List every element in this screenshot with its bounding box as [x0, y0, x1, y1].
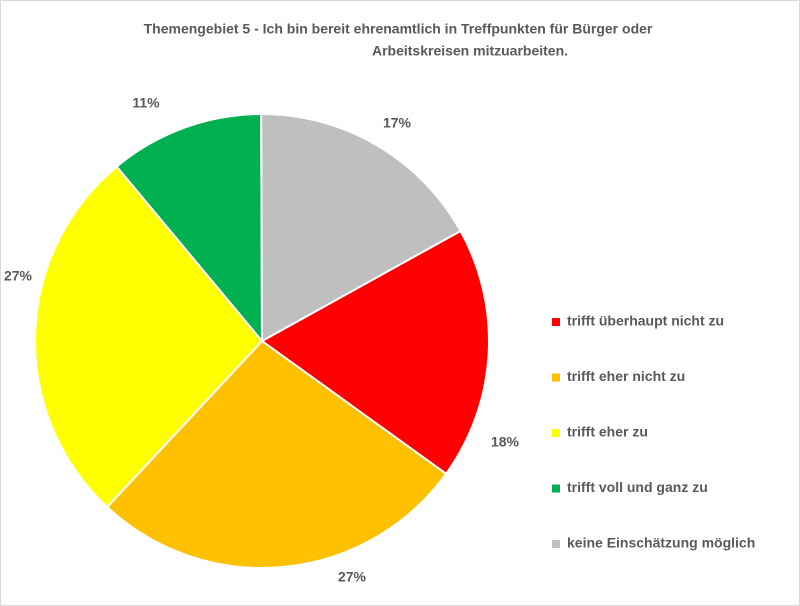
pie-slice: [115, 112, 264, 344]
pie-slice: [34, 165, 264, 509]
pie-slice: [105, 339, 448, 569]
legend-swatch: [552, 373, 560, 382]
data-label: 27%: [4, 268, 33, 284]
legend-swatch: [552, 429, 560, 437]
data-label: 27%: [338, 569, 367, 585]
pie-slice: [260, 113, 462, 343]
chart-title: Themengebiet 5 - Ich bin bereit ehrenamt…: [144, 21, 653, 37]
legend-swatch: [552, 318, 560, 326]
legend-swatch: [552, 484, 560, 493]
chart-title: Arbeitskreisen mitzuarbeiten.: [372, 43, 568, 59]
legend-label: trifft eher nicht zu: [567, 368, 685, 384]
legend-label: trifft überhaupt nicht zu: [567, 313, 724, 329]
data-label: 11%: [132, 95, 160, 111]
pie-slice: [260, 229, 490, 476]
data-label: 18%: [491, 434, 520, 450]
data-label: 17%: [383, 115, 412, 131]
legend-label: keine Einschätzung möglich: [567, 535, 755, 551]
legend-label: trifft eher zu: [567, 424, 648, 440]
legend-swatch: [552, 540, 560, 548]
legend-label: trifft voll und ganz zu: [567, 479, 708, 495]
